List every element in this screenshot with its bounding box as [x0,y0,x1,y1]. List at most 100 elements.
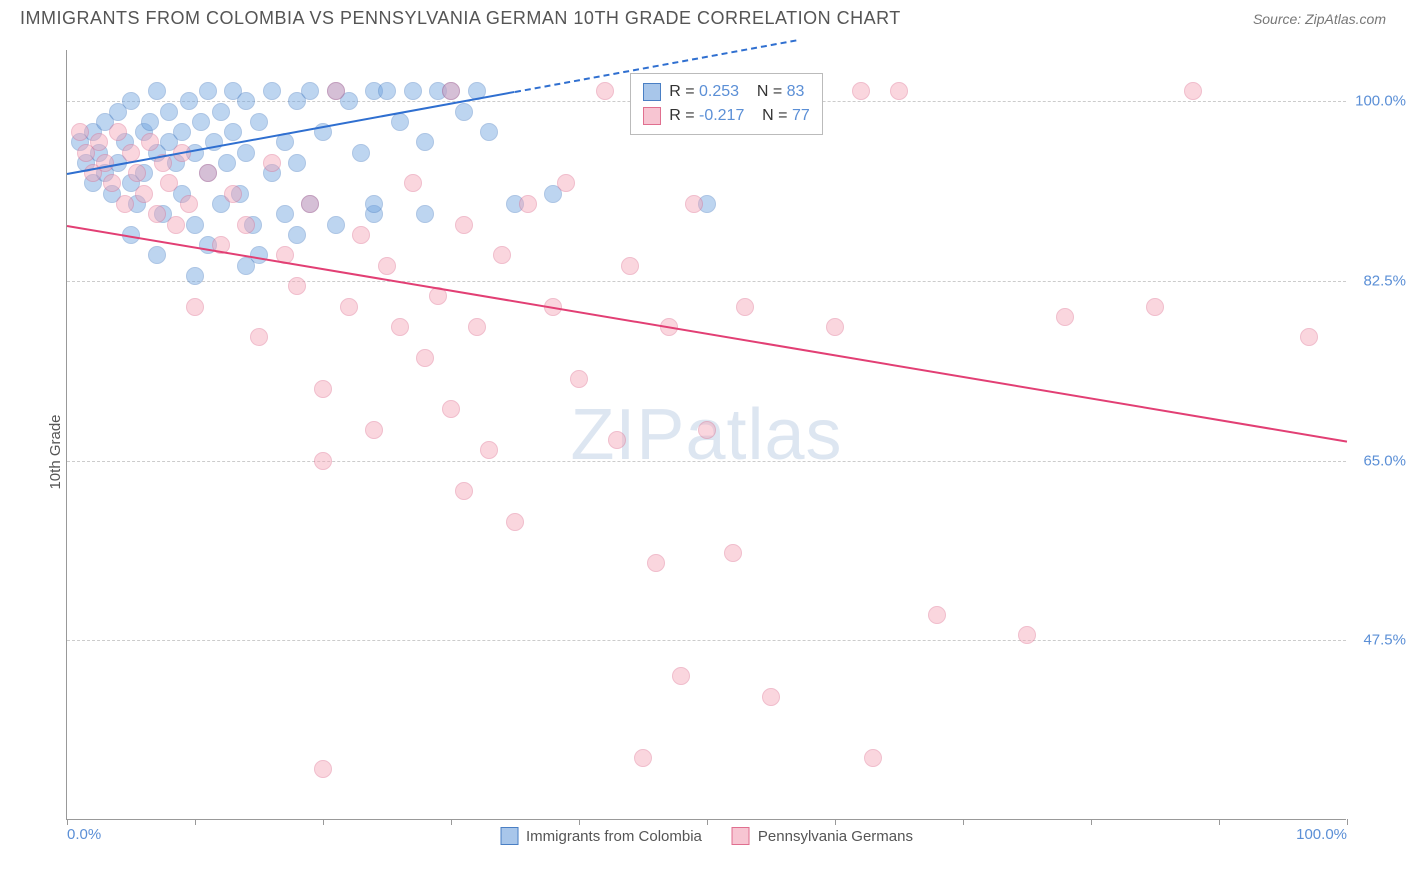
data-point [826,318,844,336]
x-tick [451,819,452,825]
data-point [116,195,134,213]
data-point [890,82,908,100]
data-point [212,103,230,121]
data-point [103,174,121,192]
data-point [263,154,281,172]
correlation-legend: R = 0.253 N = 83 R = -0.217 N = 77 [630,73,823,135]
data-point [762,688,780,706]
data-point [596,82,614,100]
data-point [442,400,460,418]
legend-label: Immigrants from Colombia [526,828,702,845]
data-point [109,123,127,141]
data-point [148,82,166,100]
data-point [480,123,498,141]
data-point [852,82,870,100]
data-point [468,318,486,336]
data-point [90,133,108,151]
data-point [378,82,396,100]
data-point [224,185,242,203]
data-point [570,370,588,388]
gridline [67,461,1346,462]
data-point [186,216,204,234]
legend-item: Pennsylvania Germans [732,827,913,845]
y-axis-label: 10th Grade [47,414,64,489]
data-point [621,257,639,275]
data-point [128,164,146,182]
data-point [557,174,575,192]
data-point [404,82,422,100]
data-point [391,113,409,131]
legend-swatch [500,827,518,845]
data-point [1056,308,1074,326]
y-tick-label: 47.5% [1363,632,1406,649]
data-point [1300,328,1318,346]
legend-swatch [643,83,661,101]
x-tick [579,819,580,825]
data-point [327,216,345,234]
data-point [506,513,524,531]
data-point [186,267,204,285]
data-point [237,257,255,275]
data-point [224,123,242,141]
legend-swatch [732,827,750,845]
data-point [288,277,306,295]
plot-area: ZIPatlas 47.5%65.0%82.5%100.0%0.0%100.0%… [66,50,1346,820]
data-point [685,195,703,213]
data-point [160,103,178,121]
x-tick [835,819,836,825]
y-tick-label: 65.0% [1363,452,1406,469]
data-point [199,82,217,100]
series-legend: Immigrants from Colombia Pennsylvania Ger… [500,827,913,845]
data-point [391,318,409,336]
data-point [160,174,178,192]
data-point [480,441,498,459]
data-point [180,92,198,110]
x-tick-label-min: 0.0% [67,826,101,843]
data-point [314,380,332,398]
x-tick [707,819,708,825]
data-point [672,667,690,685]
x-tick [1219,819,1220,825]
data-point [493,246,511,264]
data-point [141,133,159,151]
data-point [186,298,204,316]
source-value: ZipAtlas.com [1305,11,1386,27]
data-point [365,195,383,213]
data-point [455,482,473,500]
data-point [301,195,319,213]
data-point [378,257,396,275]
data-point [314,452,332,470]
y-tick-label: 100.0% [1355,93,1406,110]
data-point [199,164,217,182]
data-point [698,421,716,439]
x-tick [67,819,68,825]
data-point [135,185,153,203]
data-point [237,144,255,162]
data-point [647,554,665,572]
legend-text: R = -0.217 N = 77 [669,107,810,125]
x-tick-label-max: 100.0% [1296,826,1347,843]
data-point [218,154,236,172]
data-point [173,123,191,141]
data-point [608,431,626,449]
data-point [263,82,281,100]
chart-source: Source: ZipAtlas.com [1253,11,1386,27]
data-point [180,195,198,213]
legend-row: R = -0.217 N = 77 [643,104,810,128]
legend-label: Pennsylvania Germans [758,828,913,845]
data-point [724,544,742,562]
data-point [250,328,268,346]
x-tick [323,819,324,825]
data-point [1146,298,1164,316]
x-tick [1091,819,1092,825]
data-point [352,144,370,162]
data-point [167,216,185,234]
legend-swatch [643,107,661,125]
data-point [404,174,422,192]
data-point [122,92,140,110]
data-point [288,154,306,172]
data-point [442,82,460,100]
data-point [365,421,383,439]
source-label: Source: [1253,11,1305,27]
data-point [327,82,345,100]
